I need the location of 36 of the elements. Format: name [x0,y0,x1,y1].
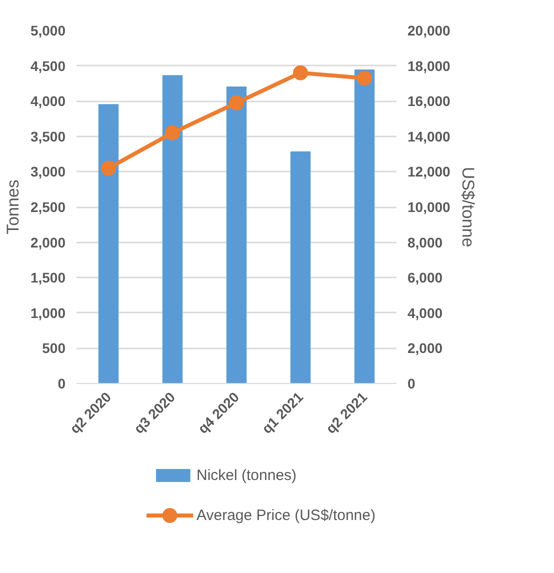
point [165,125,180,140]
y2-tick-label: 8,000 [408,234,443,250]
y-tick-label: 2,500 [30,199,66,215]
y2-tick-label: 16,000 [408,93,451,110]
bar [290,151,311,384]
y2-tick-label: 14,000 [408,128,451,144]
bar [354,70,375,384]
y2-tick-label: 18,000 [408,58,451,74]
y2-tick-label: 10,000 [408,199,451,215]
y-tick-label: 4,000 [30,93,66,110]
bar [162,75,183,384]
y-tick-label: 3,000 [30,164,66,180]
y2-tick-label: 0 [408,376,416,392]
y-tick-label: 4,500 [30,58,66,74]
y2-tick-label: 2,000 [408,340,443,356]
y-tick-label: 1,000 [30,304,66,321]
bar [226,86,247,384]
legend-label: Nickel (tonnes) [196,467,297,484]
y2-tick-label: 20,000 [408,22,451,38]
y2-tick-label: 4,000 [408,304,443,321]
point [357,70,372,86]
point [293,65,308,80]
y-tick-label: 500 [42,340,66,356]
y-tick-label: 1,500 [30,270,66,286]
y-tick-label: 3,500 [30,128,66,144]
y2-axis-title: US$/tonne [458,166,478,248]
y-axis-title: Tonnes [3,180,22,234]
legend-label: Average Price (US$/tonne) [196,507,376,524]
point [229,95,244,110]
point [101,160,116,176]
y-tick-label: 2,000 [30,234,66,250]
y2-tick-label: 12,000 [408,164,451,180]
y-tick-label: 5,000 [30,22,66,38]
y-tick-label: 0 [58,376,66,392]
bar [98,104,119,384]
y2-tick-label: 6,000 [408,270,443,286]
